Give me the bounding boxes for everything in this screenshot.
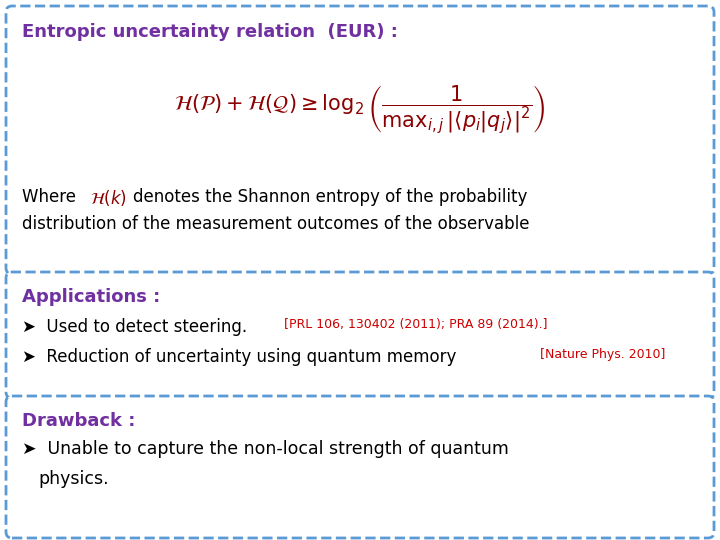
Text: ➤  Reduction of uncertainty using quantum memory: ➤ Reduction of uncertainty using quantum… bbox=[22, 348, 456, 366]
Text: $\mathcal{H}(\mathcal{P}) + \mathcal{H}(\mathcal{Q}) \geq \log_2 \left( \dfrac{1: $\mathcal{H}(\mathcal{P}) + \mathcal{H}(… bbox=[174, 84, 546, 137]
Text: Applications :: Applications : bbox=[22, 288, 161, 306]
Text: physics.: physics. bbox=[38, 470, 109, 488]
Text: Drawback :: Drawback : bbox=[22, 412, 135, 430]
Text: denotes the Shannon entropy of the probability: denotes the Shannon entropy of the proba… bbox=[133, 188, 527, 206]
Text: [Nature Phys. 2010]: [Nature Phys. 2010] bbox=[540, 348, 665, 361]
Text: $\mathcal{H}(k)$: $\mathcal{H}(k)$ bbox=[90, 188, 127, 208]
Text: Where: Where bbox=[22, 188, 81, 206]
Text: ➤  Used to detect steering.: ➤ Used to detect steering. bbox=[22, 318, 247, 336]
Text: [PRL 106, 130402 (2011); PRA 89 (2014).]: [PRL 106, 130402 (2011); PRA 89 (2014).] bbox=[280, 318, 547, 331]
Text: Entropic uncertainty relation  (EUR) :: Entropic uncertainty relation (EUR) : bbox=[22, 23, 398, 41]
FancyBboxPatch shape bbox=[6, 6, 714, 274]
FancyBboxPatch shape bbox=[6, 272, 714, 398]
Text: ➤  Unable to capture the non-local strength of quantum: ➤ Unable to capture the non-local streng… bbox=[22, 440, 509, 458]
Text: distribution of the measurement outcomes of the observable: distribution of the measurement outcomes… bbox=[22, 215, 529, 233]
FancyBboxPatch shape bbox=[6, 396, 714, 538]
